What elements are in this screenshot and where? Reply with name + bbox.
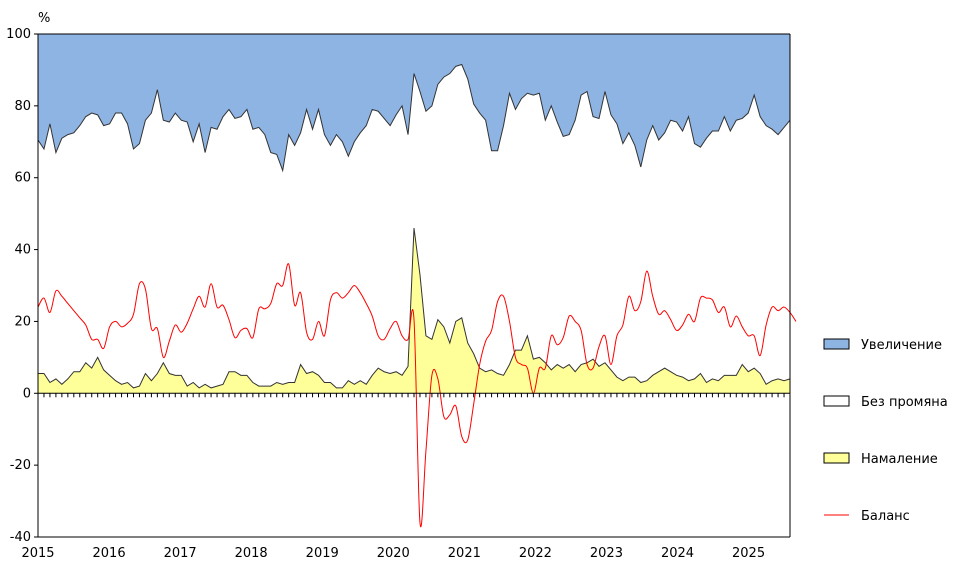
legend-label-Увеличение: Увеличение <box>861 338 942 353</box>
y-tick-label: 80 <box>14 99 31 114</box>
legend-label-Намаление: Намаление <box>861 452 938 467</box>
x-tick-label: 2024 <box>661 546 694 561</box>
y-tick-label: 100 <box>6 27 31 42</box>
x-tick-label: 2021 <box>448 546 481 561</box>
x-tick-label: 2025 <box>732 546 765 561</box>
legend-swatch-Увеличение <box>823 338 850 350</box>
x-tick-label: 2020 <box>377 546 410 561</box>
legend-label-Баланс: Баланс <box>861 509 910 524</box>
y-tick-label: 40 <box>14 243 31 258</box>
x-tick-label: 2015 <box>21 546 54 561</box>
legend-swatch-Без промяна <box>823 395 850 407</box>
y-tick-label: 20 <box>14 314 31 329</box>
x-tick-label: 2022 <box>519 546 552 561</box>
series-area-Намаление <box>38 228 790 394</box>
y-tick-label: 60 <box>14 171 31 186</box>
bottom-boundary-line <box>38 227 791 389</box>
legend-label-Без промяна: Без промяна <box>861 395 948 410</box>
x-tick-label: 2019 <box>306 546 339 561</box>
x-tick-label: 2017 <box>164 546 197 561</box>
y-tick-label: -40 <box>10 530 31 545</box>
legend: Увеличение Без промяна Намаление Баланс <box>823 338 948 524</box>
top-boundary-line <box>37 63 791 173</box>
x-tick-label: 2016 <box>93 546 126 561</box>
y-axis-label: % <box>38 11 50 26</box>
x-tick-label: 2018 <box>235 546 268 561</box>
series-line-Баланс <box>37 263 797 527</box>
y-tick-label: -20 <box>10 458 31 473</box>
plot-area <box>37 34 797 537</box>
series-area-Увеличение <box>38 34 790 171</box>
legend-swatch-Намаление <box>823 452 850 464</box>
y-tick-label: 0 <box>23 386 31 401</box>
x-tick-label: 2023 <box>590 546 623 561</box>
axes: -40 -20 0 20 40 60 80 100 2015 2016 2017 2018 2019 20… <box>6 27 791 561</box>
